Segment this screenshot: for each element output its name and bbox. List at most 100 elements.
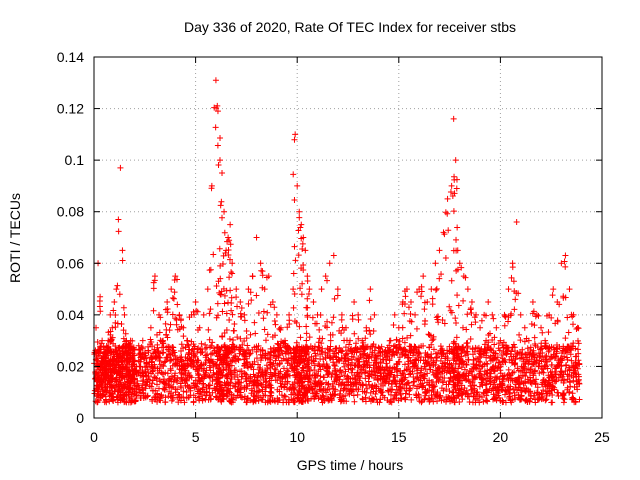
data-point bbox=[131, 352, 138, 359]
y-tick-label: 0.1 bbox=[65, 152, 85, 168]
data-point bbox=[485, 298, 492, 305]
data-point bbox=[446, 378, 453, 385]
data-point bbox=[327, 337, 334, 344]
data-point bbox=[162, 320, 169, 327]
data-point bbox=[172, 315, 179, 322]
data-point bbox=[405, 304, 412, 311]
data-point bbox=[185, 350, 192, 357]
data-point bbox=[271, 304, 278, 311]
data-point bbox=[160, 349, 167, 356]
data-point bbox=[214, 142, 221, 149]
data-point bbox=[296, 323, 303, 330]
data-point bbox=[129, 366, 136, 373]
data-point bbox=[247, 331, 254, 338]
data-point bbox=[129, 361, 136, 368]
data-point bbox=[174, 326, 181, 333]
data-point bbox=[467, 305, 474, 312]
data-point bbox=[319, 335, 326, 342]
data-point bbox=[169, 344, 176, 351]
data-point bbox=[286, 311, 293, 318]
data-point bbox=[141, 393, 148, 400]
data-point bbox=[372, 353, 379, 360]
data-point bbox=[164, 370, 171, 377]
data-point bbox=[367, 286, 374, 293]
data-point bbox=[170, 347, 177, 354]
data-point bbox=[130, 345, 137, 352]
data-point bbox=[153, 381, 160, 388]
data-point bbox=[454, 224, 461, 231]
data-point bbox=[94, 385, 101, 392]
data-point bbox=[140, 377, 147, 384]
data-point bbox=[253, 292, 260, 299]
data-point bbox=[548, 399, 555, 406]
data-point bbox=[221, 208, 228, 215]
data-point bbox=[212, 77, 219, 84]
data-point bbox=[209, 389, 216, 396]
data-point bbox=[453, 320, 460, 327]
data-point bbox=[260, 308, 267, 315]
data-point bbox=[151, 364, 158, 371]
data-point bbox=[399, 324, 406, 331]
data-point bbox=[219, 170, 226, 177]
data-point bbox=[166, 327, 173, 334]
data-point bbox=[186, 374, 193, 381]
data-point bbox=[234, 303, 241, 310]
data-point bbox=[539, 329, 546, 336]
data-point bbox=[204, 286, 211, 293]
data-point bbox=[190, 392, 197, 399]
data-point bbox=[95, 386, 102, 393]
data-point bbox=[433, 285, 440, 292]
data-point bbox=[122, 330, 129, 337]
data-point bbox=[412, 311, 419, 318]
data-point bbox=[115, 228, 122, 235]
data-point bbox=[187, 372, 194, 379]
data-point bbox=[317, 386, 324, 393]
data-point bbox=[180, 394, 187, 401]
data-point bbox=[451, 173, 458, 180]
data-point bbox=[565, 329, 572, 336]
data-point bbox=[456, 260, 463, 267]
data-point bbox=[156, 311, 163, 318]
data-point bbox=[371, 311, 378, 318]
data-point bbox=[330, 252, 337, 259]
data-point bbox=[94, 362, 101, 369]
data-point bbox=[163, 332, 170, 339]
data-point bbox=[129, 337, 136, 344]
data-point bbox=[170, 383, 177, 390]
data-point bbox=[213, 361, 220, 368]
data-point bbox=[407, 311, 414, 318]
data-point bbox=[173, 321, 180, 328]
data-point bbox=[147, 324, 154, 331]
data-point bbox=[192, 353, 199, 360]
data-point bbox=[107, 336, 114, 343]
data-point bbox=[125, 382, 132, 389]
data-point bbox=[185, 342, 192, 349]
y-tick-label: 0 bbox=[76, 410, 84, 426]
data-point bbox=[206, 385, 213, 392]
data-point bbox=[178, 366, 185, 373]
data-point bbox=[509, 264, 516, 271]
data-point bbox=[176, 312, 183, 319]
data-point bbox=[207, 356, 214, 363]
data-point bbox=[545, 329, 552, 336]
data-point bbox=[297, 334, 304, 341]
data-point bbox=[138, 384, 145, 391]
data-point bbox=[338, 316, 345, 323]
data-point bbox=[272, 321, 279, 328]
data-point bbox=[467, 336, 474, 343]
data-point bbox=[161, 359, 168, 366]
data-point bbox=[486, 330, 493, 337]
data-point bbox=[186, 314, 193, 321]
data-point bbox=[97, 390, 104, 397]
data-point bbox=[367, 389, 374, 396]
data-point bbox=[260, 315, 267, 322]
data-point bbox=[110, 307, 117, 314]
data-point bbox=[351, 398, 358, 405]
data-point bbox=[209, 378, 216, 385]
data-point bbox=[167, 357, 174, 364]
data-point bbox=[478, 317, 485, 324]
data-point bbox=[161, 387, 168, 394]
data-point bbox=[264, 331, 271, 338]
data-point bbox=[290, 286, 297, 293]
